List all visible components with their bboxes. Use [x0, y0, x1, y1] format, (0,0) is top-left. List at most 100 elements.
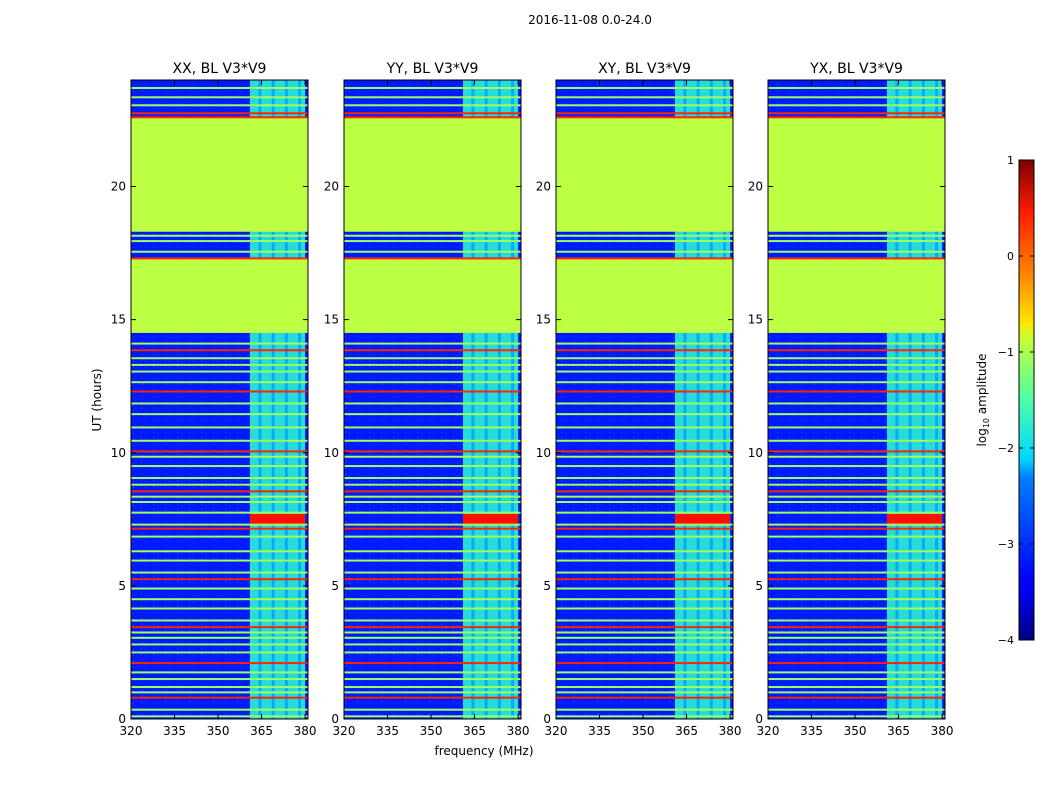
rfi-line — [556, 686, 733, 689]
rfi-line — [131, 527, 308, 530]
rfi-line — [344, 390, 521, 393]
x-axis-label: frequency (MHz) — [434, 744, 533, 758]
rfi-line — [556, 501, 733, 504]
flagged-region — [556, 258, 733, 333]
rfi-line — [768, 477, 945, 480]
axes-frame — [343, 79, 522, 720]
rfi-line — [131, 490, 308, 493]
rfi-line — [556, 651, 733, 654]
rfi-line — [131, 535, 308, 538]
rfi-line — [131, 234, 308, 237]
x-tick-label: 380 — [294, 724, 317, 738]
rfi-line — [131, 571, 308, 574]
rfi-line — [556, 631, 733, 634]
rfi-line — [768, 381, 945, 384]
rfi-line — [556, 691, 733, 694]
y-tick-label: 0 — [543, 712, 551, 726]
rfi-line — [768, 240, 945, 243]
rfi-line — [768, 490, 945, 493]
rfi-line — [131, 363, 308, 366]
rfi-line — [344, 511, 521, 514]
rfi-line — [556, 381, 733, 384]
x-tick-label: 335 — [588, 724, 611, 738]
rfi-line — [131, 598, 308, 601]
y-tick-label: 15 — [748, 313, 763, 327]
rfi-line — [131, 523, 308, 526]
rfi-line — [556, 523, 733, 526]
rfi-line — [344, 342, 521, 345]
rfi-line — [344, 550, 521, 553]
rfi-line — [344, 691, 521, 694]
flag-edge-line — [344, 116, 521, 119]
flagged-region — [344, 117, 521, 232]
rfi-line — [344, 535, 521, 538]
rfi-stripe — [696, 80, 700, 719]
rfi-line — [131, 631, 308, 634]
rfi-line — [556, 490, 733, 493]
rfi-line — [131, 686, 308, 689]
rfi-line — [556, 349, 733, 352]
rfi-line — [344, 678, 521, 681]
rfi-line — [131, 587, 308, 590]
y-tick-label: 10 — [111, 446, 126, 460]
rfi-line — [768, 342, 945, 345]
rfi-line — [556, 426, 733, 429]
rfi-line — [131, 483, 308, 486]
x-tick-label: 365 — [463, 724, 486, 738]
y-tick-label: 10 — [324, 446, 339, 460]
rfi-line — [131, 696, 308, 699]
rfi-line — [344, 455, 521, 458]
rfi-line — [344, 402, 521, 405]
rfi-line — [131, 413, 308, 416]
rfi-line — [131, 112, 308, 115]
colorbar-label: log10 amplitude — [975, 354, 991, 447]
rfi-line — [768, 370, 945, 373]
rfi-line — [768, 686, 945, 689]
rfi-line — [768, 112, 945, 115]
axes-frame — [555, 79, 734, 720]
rfi-line — [344, 571, 521, 574]
x-tick-label: 350 — [844, 724, 867, 738]
rfi-line — [768, 439, 945, 442]
rfi-line — [344, 477, 521, 480]
rfi-line — [556, 250, 733, 253]
colorbar: 1 0 −1 −2 −3 −4 log10 amplitude — [975, 154, 1035, 647]
rfi-line — [556, 619, 733, 622]
rfi-line — [556, 715, 733, 718]
y-tick-label: 5 — [118, 579, 126, 593]
rfi-line — [344, 439, 521, 442]
rfi-line — [131, 439, 308, 442]
rfi-hot-burst — [249, 513, 306, 525]
rfi-line — [768, 104, 945, 107]
rfi-line — [556, 370, 733, 373]
rfi-line — [768, 250, 945, 253]
colorbar-tick-label: 1 — [1007, 154, 1014, 167]
rfi-line — [556, 234, 733, 237]
rfi-hot-burst — [462, 513, 519, 525]
rfi-stripe — [471, 80, 475, 719]
flag-edge-line — [131, 257, 308, 260]
rfi-line — [768, 390, 945, 393]
rfi-line — [344, 686, 521, 689]
rfi-line — [131, 607, 308, 610]
rfi-line — [768, 651, 945, 654]
rfi-line — [556, 450, 733, 453]
rfi-line — [344, 662, 521, 665]
rfi-line — [768, 527, 945, 530]
rfi-line — [344, 578, 521, 581]
rfi-stripe — [921, 80, 925, 719]
rfi-line — [556, 86, 733, 89]
rfi-line — [344, 559, 521, 562]
rfi-line — [768, 671, 945, 674]
rfi-line — [344, 250, 521, 253]
rfi-stripe — [935, 80, 939, 719]
rfi-line — [556, 607, 733, 610]
flag-edge-line — [768, 116, 945, 119]
rfi-stripe — [709, 80, 713, 719]
figure-suptitle: 2016-11-08 0.0-24.0 — [528, 13, 652, 27]
rfi-line — [556, 626, 733, 629]
rfi-stripe — [723, 80, 727, 719]
rfi-line — [344, 104, 521, 107]
rfi-line — [344, 381, 521, 384]
y-tick-label: 10 — [536, 446, 551, 460]
